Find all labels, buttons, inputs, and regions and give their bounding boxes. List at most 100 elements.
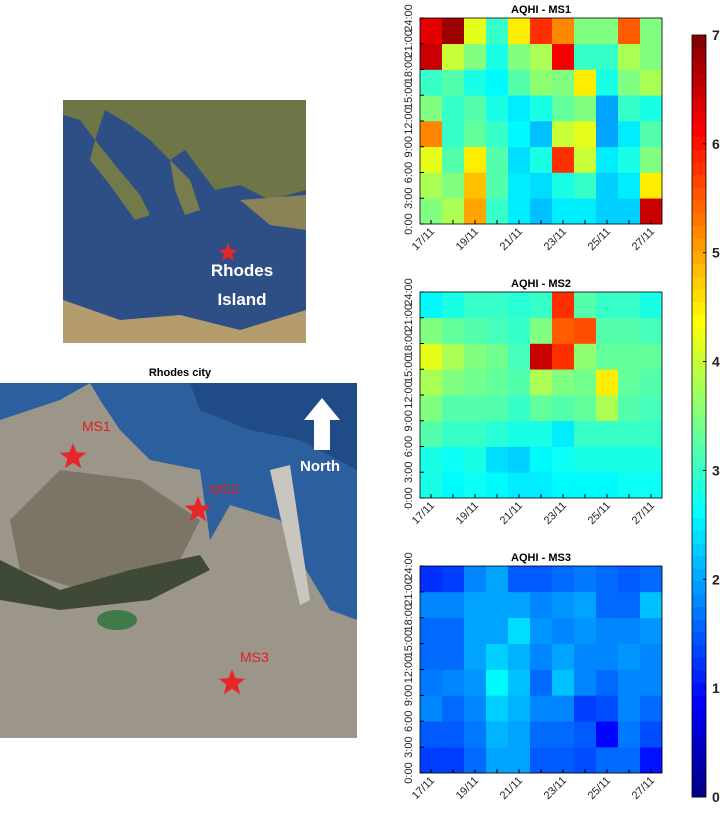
- heat-cell: [596, 369, 619, 396]
- heat-cell: [464, 95, 487, 122]
- heat-cell: [464, 18, 487, 45]
- station-label: MS2: [210, 481, 239, 497]
- heat-cell: [640, 18, 663, 45]
- heat-cell: [640, 591, 663, 619]
- colorbar-label: 4: [712, 354, 720, 370]
- colorbar-step: [692, 174, 706, 188]
- heat-cell: [618, 747, 641, 774]
- heat-cell: [618, 43, 641, 70]
- colorbar-step: [692, 619, 706, 633]
- colorbar-step: [692, 657, 706, 671]
- heat-cell: [640, 643, 663, 670]
- land: [63, 100, 306, 200]
- chart-title: AQHI - MS1: [511, 4, 571, 16]
- colorbar-step: [692, 631, 706, 646]
- heat-cell: [640, 369, 663, 396]
- heat-cell: [596, 343, 619, 370]
- colorbar-step: [692, 504, 706, 519]
- colorbar-step: [692, 428, 706, 442]
- heat-cell: [552, 317, 575, 344]
- colorbar-step: [692, 123, 706, 138]
- heat-cell: [530, 43, 553, 70]
- heat-cell: [508, 317, 531, 344]
- heat-cell: [596, 395, 619, 422]
- heat-cell: [464, 617, 487, 644]
- x-tick-label: 25/11: [586, 775, 613, 802]
- heat-cell: [508, 69, 531, 96]
- heat-cell: [574, 695, 597, 722]
- colorbar-step: [692, 60, 706, 74]
- heat-cell: [618, 69, 641, 96]
- heat-cell: [486, 643, 509, 670]
- y-tick-label: 21:00: [403, 578, 415, 606]
- heat-cell: [486, 617, 509, 644]
- heat-cell: [640, 617, 663, 644]
- x-tick-label: 23/11: [542, 500, 569, 527]
- heat-cell: [596, 669, 619, 696]
- heat-cell: [420, 591, 443, 619]
- heat-cell: [530, 721, 553, 748]
- heat-cell: [618, 369, 641, 396]
- heat-cell: [596, 18, 619, 45]
- heat-cell: [618, 591, 641, 619]
- colorbar-step: [692, 212, 706, 226]
- heat-cell: [442, 43, 465, 70]
- heat-cell: [442, 198, 465, 225]
- x-tick-label: 25/11: [586, 500, 613, 527]
- heat-cell: [574, 146, 597, 173]
- heat-cell: [420, 395, 443, 422]
- heat-cell: [618, 395, 641, 422]
- heat-cell: [574, 43, 597, 70]
- heat-cell: [442, 566, 465, 593]
- colorbar-label: 0: [712, 789, 720, 805]
- heat-cell: [640, 566, 663, 593]
- heat-cell: [574, 617, 597, 644]
- y-tick-label: 12:00: [403, 107, 415, 135]
- heat-cell: [420, 617, 443, 644]
- y-tick-label: 18:00: [403, 604, 415, 632]
- heat-cell: [442, 172, 465, 199]
- heat-cell: [508, 643, 531, 670]
- colorbar-step: [692, 606, 706, 620]
- colorbar-step: [692, 581, 706, 595]
- colorbar-step: [692, 85, 706, 99]
- heat-cell: [596, 121, 619, 148]
- heat-cell: [530, 18, 553, 45]
- heat-cell: [618, 721, 641, 748]
- heat-cell: [486, 343, 509, 370]
- sea: [190, 383, 357, 470]
- heat-cell: [552, 146, 575, 173]
- heat-cell: [464, 721, 487, 748]
- heat-cell: [464, 695, 487, 722]
- heat-cell: [530, 617, 553, 644]
- heat-cell: [640, 43, 663, 70]
- heat-cell: [552, 721, 575, 748]
- heat-cell: [486, 43, 509, 70]
- heat-cell: [442, 121, 465, 148]
- colorbar-step: [692, 301, 706, 315]
- heat-cell: [508, 669, 531, 696]
- heat-cell: [618, 446, 641, 473]
- heat-cell: [486, 317, 509, 344]
- heat-cell: [530, 395, 553, 422]
- heat-cell: [442, 695, 465, 722]
- heat-cell: [552, 420, 575, 447]
- heat-cell: [464, 395, 487, 422]
- heat-cell: [464, 591, 487, 619]
- heat-cell: [530, 472, 553, 499]
- heat-cell: [552, 695, 575, 722]
- pier: [270, 465, 310, 605]
- heat-cell: [464, 446, 487, 473]
- heat-cell: [486, 669, 509, 696]
- heat-cell: [420, 446, 443, 473]
- heat-cell: [464, 747, 487, 774]
- heat-cell: [640, 146, 663, 173]
- station-star: [218, 243, 238, 262]
- heat-cell: [574, 721, 597, 748]
- heat-cell: [464, 643, 487, 670]
- colorbar-step: [692, 720, 706, 734]
- heat-cell: [596, 566, 619, 593]
- heat-cell: [464, 343, 487, 370]
- station-label: MS3: [240, 649, 269, 665]
- y-tick-label: 9:00: [403, 136, 415, 157]
